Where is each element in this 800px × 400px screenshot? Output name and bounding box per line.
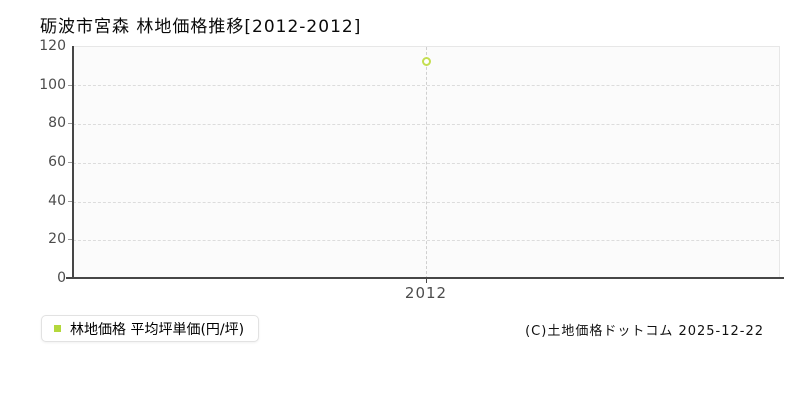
y-tick-mark-80 bbox=[68, 123, 72, 124]
y-tick-mark-20 bbox=[68, 239, 72, 240]
y-tick-label-60: 60 bbox=[48, 154, 66, 170]
x-tick-mark-2012 bbox=[426, 279, 427, 283]
y-tick-label-100: 100 bbox=[39, 77, 66, 93]
chart-title: 砺波市宮森 林地価格推移[2012-2012] bbox=[40, 17, 362, 37]
y-tick-mark-100 bbox=[68, 85, 72, 86]
y-tick-mark-60 bbox=[68, 162, 72, 163]
gridline-x-2012 bbox=[426, 47, 427, 279]
y-tick-label-120: 120 bbox=[39, 38, 66, 54]
y-axis-line bbox=[72, 46, 74, 278]
legend-swatch-icon bbox=[54, 325, 61, 332]
x-tick-label-2012: 2012 bbox=[404, 284, 448, 302]
copyright-text: (C)土地価格ドットコム 2025-12-22 bbox=[525, 324, 764, 339]
y-tick-label-40: 40 bbox=[48, 193, 66, 209]
y-tick-mark-40 bbox=[68, 201, 72, 202]
y-tick-label-80: 80 bbox=[48, 115, 66, 131]
y-tick-label-0: 0 bbox=[57, 270, 66, 286]
legend: 林地価格 平均坪単価(円/坪) bbox=[41, 315, 260, 342]
legend-label: 林地価格 平均坪単価(円/坪) bbox=[70, 321, 245, 338]
y-tick-label-20: 20 bbox=[48, 231, 66, 247]
data-point-marker-2012 bbox=[421, 56, 431, 66]
plot-area bbox=[73, 46, 780, 279]
x-axis-line bbox=[66, 277, 784, 279]
